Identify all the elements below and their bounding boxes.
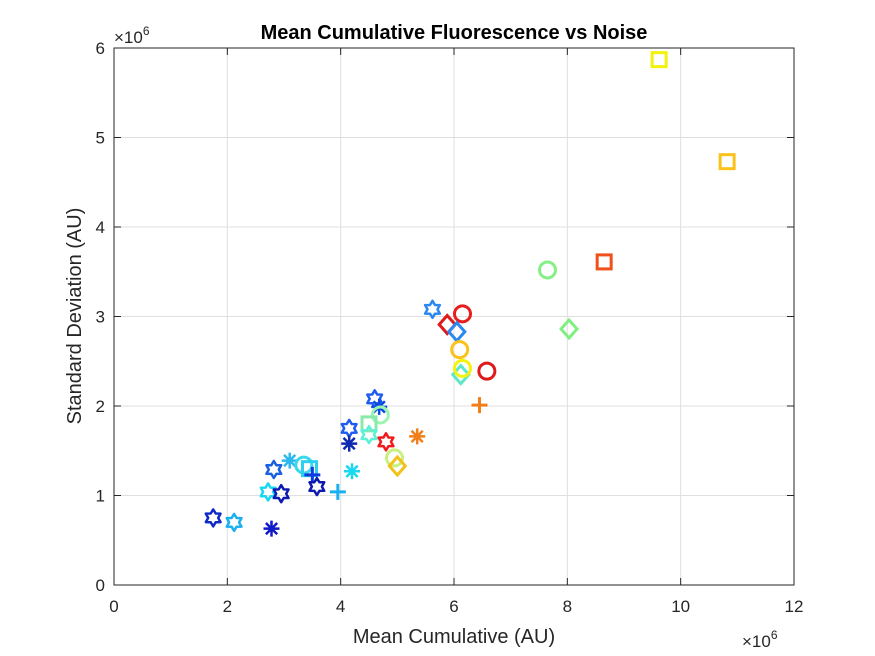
x-tick-label: 4: [336, 597, 345, 616]
y-tick-label: 2: [96, 397, 105, 416]
data-point-circle: [453, 358, 472, 378]
data-point-diamond: [559, 317, 580, 341]
y-exponent-label: ×106: [114, 24, 150, 47]
data-point-hexagram: [259, 482, 277, 502]
data-point-circle: [450, 340, 470, 360]
data-point-circle: [453, 304, 472, 324]
x-exponent-power: 6: [771, 628, 778, 642]
data-point-hexagram: [265, 459, 283, 480]
x-axis-label: Mean Cumulative (AU): [353, 626, 555, 648]
y-axis-label: Standard Deviation (AU): [64, 208, 86, 425]
data-point-plus: [471, 397, 488, 414]
x-tick-label: 6: [449, 597, 458, 616]
data-point-hexagram: [377, 432, 395, 452]
y-tick-label: 5: [96, 129, 105, 148]
data-point-square: [718, 153, 736, 171]
data-points: [204, 51, 736, 537]
x-tick-label: 2: [223, 597, 232, 616]
data-point-hexagram: [360, 424, 378, 445]
y-tick-label: 0: [96, 576, 105, 595]
chart-title: Mean Cumulative Fluorescence vs Noise: [261, 22, 648, 44]
y-exponent-power: 6: [143, 24, 150, 38]
data-point-hexagram: [340, 418, 358, 439]
data-point-diamond: [437, 313, 458, 336]
data-point-diamond: [387, 454, 408, 478]
x-exponent-base: ×10: [742, 632, 771, 651]
x-tick-label: 10: [671, 597, 690, 616]
data-point-square: [595, 253, 613, 271]
data-point-hexagram: [308, 476, 326, 497]
y-tick-label: 4: [96, 218, 105, 237]
data-point-hexagram: [225, 512, 243, 533]
data-point-circle: [538, 260, 557, 280]
y-tick-label: 1: [96, 487, 105, 506]
grid-lines: [114, 48, 794, 585]
y-tick-label: 3: [96, 308, 105, 327]
data-point-asterisk: [409, 428, 426, 445]
data-point-square: [360, 415, 378, 433]
x-tick-label: 12: [785, 597, 804, 616]
data-point-plus: [304, 466, 321, 483]
data-point-plus: [329, 483, 346, 500]
x-tick-label: 0: [109, 597, 118, 616]
data-point-diamond: [446, 320, 467, 343]
data-point-asterisk: [281, 452, 298, 469]
x-exponent-label: ×106: [742, 628, 778, 651]
data-point-circle: [370, 405, 390, 425]
x-tick-label: 8: [563, 597, 572, 616]
data-point-asterisk: [344, 463, 360, 480]
data-point-square: [650, 51, 668, 69]
data-point-hexagram: [204, 508, 222, 528]
y-tick-label: 6: [96, 39, 105, 58]
data-point-circle: [385, 448, 404, 468]
data-point-circle: [477, 361, 497, 381]
data-point-asterisk: [341, 435, 358, 452]
data-point-hexagram: [272, 483, 290, 504]
y-exponent-base: ×10: [114, 28, 143, 47]
data-point-asterisk: [263, 520, 280, 537]
data-point-hexagram: [423, 299, 442, 320]
